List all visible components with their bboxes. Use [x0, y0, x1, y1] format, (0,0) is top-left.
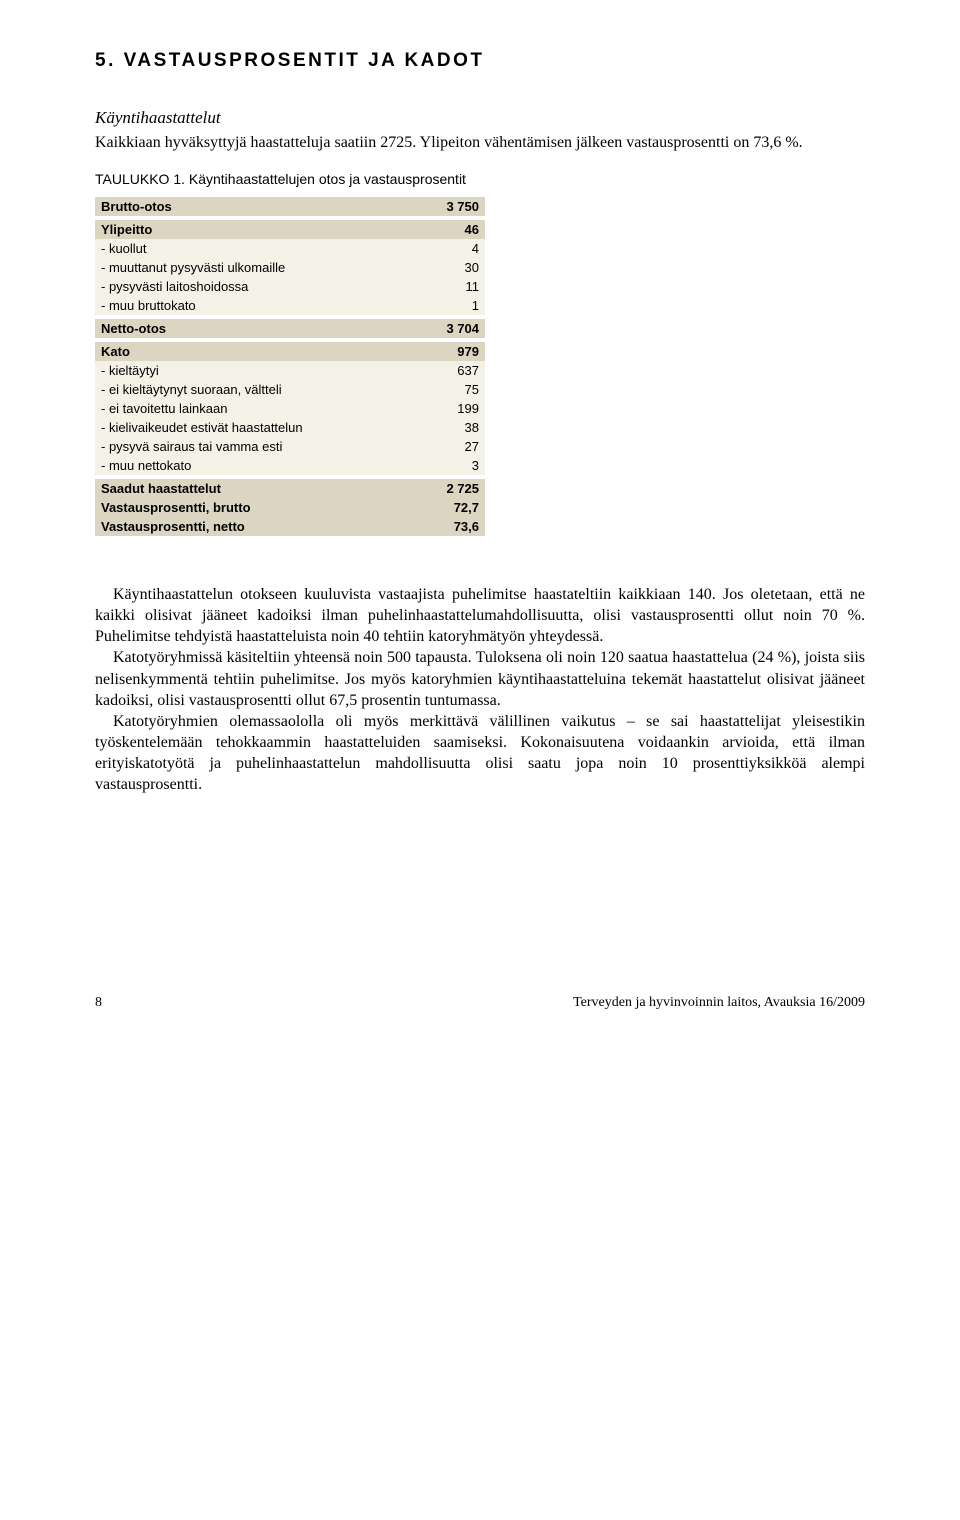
row-label: Vastausprosentti, brutto: [95, 498, 415, 517]
table-row: - ei tavoitettu lainkaan199: [95, 399, 485, 418]
table-row: - muuttanut pysyvästi ulkomaille30: [95, 258, 485, 277]
row-value: 1: [415, 296, 485, 315]
row-label: Netto-otos: [95, 319, 415, 338]
row-label: - muu bruttokato: [95, 296, 415, 315]
table-row: - muu bruttokato1: [95, 296, 485, 315]
row-value: 30: [415, 258, 485, 277]
row-label: - kuollut: [95, 239, 415, 258]
table-row: - pysyvä sairaus tai vamma esti27: [95, 437, 485, 456]
results-table: Brutto-otos3 750Ylipeitto46- kuollut4- m…: [95, 197, 485, 536]
table-row: - pysyvästi laitoshoidossa11: [95, 277, 485, 296]
body-paragraph: Katotyöryhmissä käsiteltiin yhteensä noi…: [95, 647, 865, 710]
row-value: 3 704: [415, 319, 485, 338]
table-row: Kato979: [95, 342, 485, 361]
row-label: Ylipeitto: [95, 220, 415, 239]
row-value: 27: [415, 437, 485, 456]
row-label: - pysyvä sairaus tai vamma esti: [95, 437, 415, 456]
row-label: Kato: [95, 342, 415, 361]
table-row: Brutto-otos3 750: [95, 197, 485, 216]
table-caption: TAULUKKO 1. Käyntihaastattelujen otos ja…: [95, 171, 865, 187]
row-value: 199: [415, 399, 485, 418]
table-row: - ei kieltäytynyt suoraan, vältteli75: [95, 380, 485, 399]
row-label: - muu nettokato: [95, 456, 415, 475]
row-label: - muuttanut pysyvästi ulkomaille: [95, 258, 415, 277]
footer-source: Terveyden ja hyvinvoinnin laitos, Avauks…: [573, 995, 865, 1011]
row-label: - kieltäytyi: [95, 361, 415, 380]
row-value: 38: [415, 418, 485, 437]
row-value: 2 725: [415, 479, 485, 498]
table-row: - kuollut4: [95, 239, 485, 258]
row-label: - kielivaikeudet estivät haastattelun: [95, 418, 415, 437]
body-paragraph: Katotyöryhmien olemassaololla oli myös m…: [95, 711, 865, 795]
table-row: Ylipeitto46: [95, 220, 485, 239]
row-value: 46: [415, 220, 485, 239]
table-row: Netto-otos3 704: [95, 319, 485, 338]
row-value: 4: [415, 239, 485, 258]
page-number: 8: [95, 995, 102, 1011]
row-value: 3 750: [415, 197, 485, 216]
row-label: Saadut haastattelut: [95, 479, 415, 498]
row-label: - pysyvästi laitoshoidossa: [95, 277, 415, 296]
intro-text: Kaikkiaan hyväksyttyjä haastatteluja saa…: [95, 132, 865, 153]
table-row: Saadut haastattelut2 725: [95, 479, 485, 498]
row-value: 72,7: [415, 498, 485, 517]
row-label: Vastausprosentti, netto: [95, 517, 415, 536]
row-label: - ei kieltäytynyt suoraan, vältteli: [95, 380, 415, 399]
row-value: 75: [415, 380, 485, 399]
section-title: 5. VASTAUSPROSENTIT JA KADOT: [95, 50, 865, 72]
row-label: Brutto-otos: [95, 197, 415, 216]
table-row: Vastausprosentti, brutto72,7: [95, 498, 485, 517]
table-row: Vastausprosentti, netto73,6: [95, 517, 485, 536]
row-value: 3: [415, 456, 485, 475]
table-row: - kieltäytyi637: [95, 361, 485, 380]
body-paragraph: Käyntihaastattelun otokseen kuuluvista v…: [95, 584, 865, 647]
table-row: - kielivaikeudet estivät haastattelun38: [95, 418, 485, 437]
row-value: 637: [415, 361, 485, 380]
row-value: 979: [415, 342, 485, 361]
row-value: 73,6: [415, 517, 485, 536]
page-footer: 8 Terveyden ja hyvinvoinnin laitos, Avau…: [95, 995, 865, 1011]
row-label: - ei tavoitettu lainkaan: [95, 399, 415, 418]
table-row: - muu nettokato3: [95, 456, 485, 475]
body-paragraphs: Käyntihaastattelun otokseen kuuluvista v…: [95, 584, 865, 795]
row-value: 11: [415, 277, 485, 296]
subtitle: Käyntihaastattelut: [95, 108, 865, 128]
